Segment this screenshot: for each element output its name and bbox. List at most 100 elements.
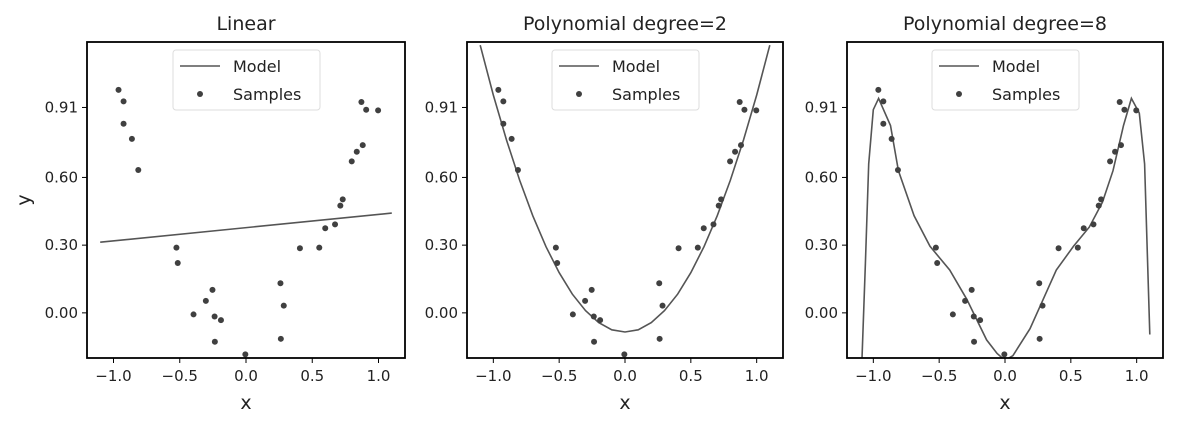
sample-point <box>934 259 941 266</box>
y-tick-label: 0.00 <box>45 304 78 322</box>
sample-point <box>736 99 743 106</box>
x-tick-label: 0.0 <box>993 367 1017 385</box>
subplot-3: Polynomial degree=8 x −1.0 −0.5 0.0 0.5 1.0 0.0… <box>805 13 1164 414</box>
legend-label-model: Model <box>233 57 281 76</box>
legend-label-samples: Samples <box>233 85 301 104</box>
sample-point <box>217 317 224 324</box>
sample-point <box>280 302 287 309</box>
sample-point <box>508 135 515 142</box>
sample-point <box>875 86 882 93</box>
sample-point <box>710 221 717 228</box>
sample-point <box>363 106 370 113</box>
sample-point <box>753 107 760 114</box>
sample-point <box>582 297 589 304</box>
sample-point <box>1036 280 1043 287</box>
x-tick-label: 1.0 <box>1125 367 1149 385</box>
sample-point <box>1039 302 1046 309</box>
sample-point <box>174 259 181 266</box>
model-line <box>100 212 392 243</box>
sample-point <box>880 120 887 127</box>
sample-point <box>732 148 739 155</box>
sample-point <box>500 120 507 127</box>
sample-point <box>932 244 939 251</box>
sample-point <box>597 317 604 324</box>
sample-point <box>1098 196 1105 203</box>
x-tick-label: 0.0 <box>613 367 637 385</box>
sample-point <box>1036 335 1043 342</box>
legend: Model Samples <box>931 49 1080 111</box>
sample-point <box>727 158 734 165</box>
model-line <box>479 44 771 333</box>
legend-label-model: Model <box>612 57 660 76</box>
sample-point <box>322 225 329 232</box>
sample-point <box>715 202 722 209</box>
x-tick-label: −0.5 <box>162 367 198 385</box>
y-tick-label: 0.91 <box>805 98 838 116</box>
x-tick-label: −1.0 <box>855 367 891 385</box>
sample-point <box>970 313 977 320</box>
sample-point <box>894 166 901 173</box>
legend-dot-icon <box>197 91 203 97</box>
sample-point <box>120 120 127 127</box>
plot-frame <box>846 41 1164 359</box>
sample-point <box>242 351 249 358</box>
sample-point <box>591 338 598 345</box>
sample-point <box>514 166 521 173</box>
legend-label-samples: Samples <box>992 85 1060 104</box>
y-tick-label: 0.60 <box>805 168 838 186</box>
chart-title: Polynomial degree=2 <box>523 13 727 35</box>
sample-point <box>495 86 502 93</box>
sample-point <box>552 244 559 251</box>
x-axis-label: x <box>999 392 1010 414</box>
x-tick-label: 0.0 <box>234 367 258 385</box>
chart-title: Linear <box>216 13 275 35</box>
subplot-1: Linear x y −1.0 −0.5 0.0 0.5 1.0 0.00 0.30 0.60 0.9… <box>13 13 406 414</box>
sample-point <box>277 280 284 287</box>
sample-point <box>1055 245 1062 252</box>
sample-point <box>880 98 887 105</box>
sample-point <box>1121 106 1128 113</box>
sample-point <box>621 351 628 358</box>
sample-point <box>332 221 339 228</box>
sample-point <box>675 245 682 252</box>
x-tick-label: −1.0 <box>475 367 511 385</box>
x-tick-label: 1.0 <box>745 367 769 385</box>
sample-point <box>656 280 663 287</box>
y-tick-label: 0.00 <box>805 304 838 322</box>
sample-point <box>1090 221 1097 228</box>
sample-point <box>700 225 707 232</box>
sample-point <box>316 244 323 251</box>
model-line <box>861 96 1151 358</box>
sample-point <box>1095 202 1102 209</box>
sample-point <box>1133 107 1140 114</box>
x-axis-label: x <box>619 392 630 414</box>
sample-point <box>1117 142 1124 149</box>
sample-point <box>277 335 284 342</box>
legend: Model Samples <box>172 49 321 111</box>
sample-point <box>968 286 975 293</box>
sample-point <box>1080 225 1087 232</box>
x-tick-label: 0.5 <box>1059 367 1083 385</box>
x-tick-label: −0.5 <box>541 367 577 385</box>
sample-point <box>962 297 969 304</box>
x-axis-label: x <box>240 392 251 414</box>
sample-point <box>659 302 666 309</box>
sample-point <box>569 311 576 318</box>
sample-point <box>1074 244 1081 251</box>
legend-label-samples: Samples <box>612 85 680 104</box>
x-tick-label: −0.5 <box>921 367 957 385</box>
x-tick-label: 1.0 <box>367 367 391 385</box>
sample-point <box>135 166 142 173</box>
plot-frame <box>466 41 784 359</box>
y-tick-label: 0.60 <box>425 168 458 186</box>
sample-point <box>949 311 956 318</box>
x-tick-label: 0.5 <box>679 367 703 385</box>
sample-point <box>737 142 744 149</box>
sample-point <box>656 335 663 342</box>
sample-point <box>588 286 595 293</box>
sample-point <box>888 135 895 142</box>
chart-title: Polynomial degree=8 <box>903 13 1107 35</box>
y-tick-label: 0.91 <box>45 98 78 116</box>
sample-point <box>115 86 122 93</box>
